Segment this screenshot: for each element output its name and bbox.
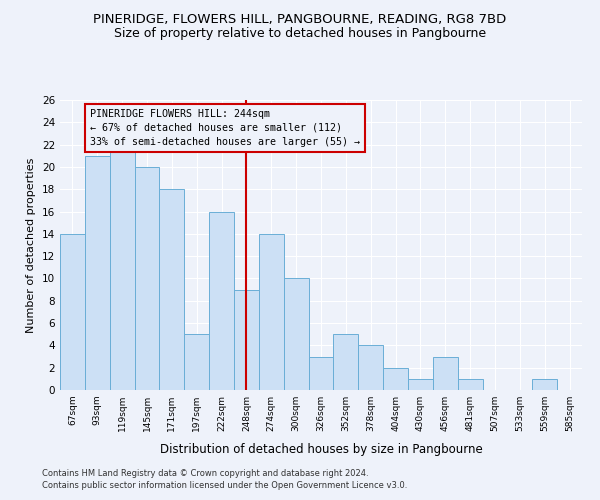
Y-axis label: Number of detached properties: Number of detached properties — [26, 158, 37, 332]
Bar — [134, 167, 160, 390]
Text: PINERIDGE, FLOWERS HILL, PANGBOURNE, READING, RG8 7BD: PINERIDGE, FLOWERS HILL, PANGBOURNE, REA… — [94, 12, 506, 26]
Bar — [184, 334, 209, 390]
Bar — [532, 379, 557, 390]
Bar — [160, 189, 184, 390]
Bar — [408, 379, 433, 390]
Bar — [334, 334, 358, 390]
Text: Contains public sector information licensed under the Open Government Licence v3: Contains public sector information licen… — [42, 481, 407, 490]
Text: Contains HM Land Registry data © Crown copyright and database right 2024.: Contains HM Land Registry data © Crown c… — [42, 468, 368, 477]
Bar — [458, 379, 482, 390]
Bar — [60, 234, 85, 390]
Bar — [383, 368, 408, 390]
Bar — [209, 212, 234, 390]
Bar — [433, 356, 458, 390]
Bar — [234, 290, 259, 390]
Bar — [110, 144, 134, 390]
Bar — [284, 278, 308, 390]
Bar — [259, 234, 284, 390]
Text: Distribution of detached houses by size in Pangbourne: Distribution of detached houses by size … — [160, 442, 482, 456]
Bar — [85, 156, 110, 390]
Bar — [308, 356, 334, 390]
Text: PINERIDGE FLOWERS HILL: 244sqm
← 67% of detached houses are smaller (112)
33% of: PINERIDGE FLOWERS HILL: 244sqm ← 67% of … — [90, 109, 360, 147]
Text: Size of property relative to detached houses in Pangbourne: Size of property relative to detached ho… — [114, 28, 486, 40]
Bar — [358, 346, 383, 390]
